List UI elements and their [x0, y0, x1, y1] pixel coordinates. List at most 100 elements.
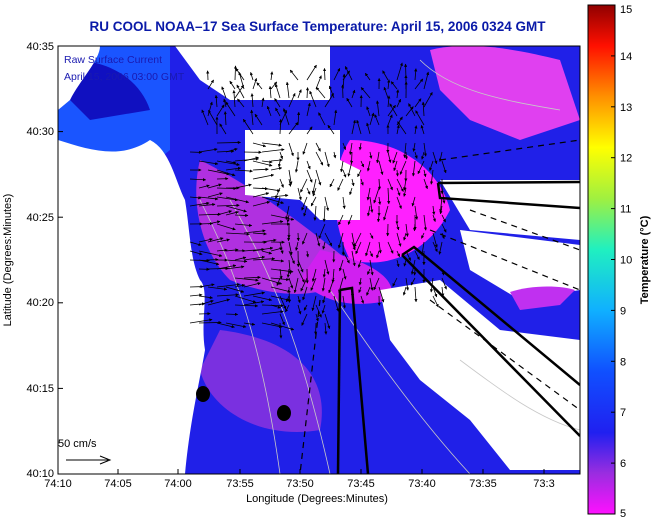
current-vector	[322, 205, 326, 222]
current-vector	[357, 259, 362, 268]
current-vector	[420, 124, 425, 135]
current-vector	[369, 259, 374, 276]
current-vector	[252, 257, 276, 261]
current-vector	[393, 160, 398, 172]
current-vector	[305, 250, 310, 258]
current-vector	[225, 101, 236, 117]
current-vector	[287, 232, 291, 242]
current-vector	[216, 283, 240, 288]
current-vector	[421, 151, 425, 160]
current-vector	[234, 256, 247, 261]
current-vector	[275, 107, 281, 117]
current-vector	[234, 277, 259, 282]
current-vector	[207, 220, 221, 225]
current-vector	[207, 258, 219, 262]
channel-line	[401, 254, 580, 437]
current-vector	[216, 140, 241, 145]
current-vector	[333, 68, 341, 81]
current-vector	[441, 223, 447, 233]
current-vector	[279, 151, 284, 160]
current-vector	[252, 246, 274, 252]
current-vector	[324, 259, 330, 275]
current-vector	[329, 178, 335, 188]
current-vector	[270, 166, 283, 171]
current-vector	[324, 151, 330, 168]
current-vector	[270, 286, 291, 293]
current-vector	[198, 250, 223, 257]
current-vector	[302, 232, 308, 245]
colorbar: 15 14 13 12 11 10 9 8 7 6 5 Temperature (°C)	[587, 4, 651, 519]
colorbar-tick-label: 10	[620, 255, 632, 267]
current-vector	[429, 160, 434, 171]
current-vector	[355, 241, 362, 255]
current-vector	[261, 187, 281, 192]
current-vector	[297, 259, 304, 273]
current-vector	[189, 178, 207, 182]
current-vector	[285, 295, 290, 303]
current-vector	[397, 121, 407, 135]
current-vector	[324, 313, 331, 330]
current-vector	[189, 293, 203, 297]
current-vector	[243, 291, 266, 297]
current-vector	[396, 124, 400, 135]
y-tick-label: 40:20	[26, 297, 54, 309]
current-vector	[270, 259, 285, 263]
current-vector	[261, 97, 265, 108]
current-vector	[441, 214, 446, 223]
current-vector	[373, 187, 380, 204]
current-vector	[432, 295, 439, 308]
depth-contour	[229, 199, 331, 474]
current-vector	[366, 286, 371, 296]
current-vector	[216, 322, 235, 329]
current-vector	[403, 259, 407, 267]
current-vector	[324, 93, 334, 108]
x-axis-label: Longitude (Degrees:Minutes)	[246, 493, 388, 505]
current-vector	[225, 205, 247, 213]
y-tick-label: 40:25	[26, 212, 54, 224]
current-vector	[328, 85, 335, 99]
x-axis: 74:10 74:05 74:00 73:55 73:50 73:45 73:4…	[44, 469, 555, 490]
current-vector	[276, 277, 281, 286]
current-vector	[198, 238, 213, 243]
current-vector	[243, 255, 266, 261]
current-vector	[234, 295, 257, 304]
current-vector	[378, 241, 382, 254]
current-vector	[288, 92, 296, 108]
current-vector	[365, 241, 371, 257]
current-vector	[223, 111, 227, 126]
current-vector	[305, 87, 310, 99]
current-vector	[414, 205, 419, 220]
current-vector	[221, 86, 227, 99]
current-vector	[288, 250, 295, 265]
current-vector	[360, 178, 364, 186]
channel-line	[401, 245, 580, 386]
current-vector	[403, 187, 407, 197]
current-vector	[225, 265, 245, 270]
current-vector	[261, 160, 273, 164]
current-vector	[201, 109, 209, 126]
current-vector	[252, 192, 270, 198]
current-vector	[356, 119, 362, 135]
current-vector	[242, 118, 254, 135]
current-vector	[254, 113, 263, 126]
current-vector	[274, 98, 281, 108]
current-vector	[302, 142, 308, 155]
current-vector	[432, 205, 436, 215]
current-vector	[413, 223, 417, 232]
current-vector	[338, 259, 344, 272]
current-vector	[414, 125, 418, 135]
current-vector	[261, 196, 285, 205]
current-vector	[387, 79, 391, 90]
current-vector	[390, 81, 398, 90]
current-vector	[387, 104, 396, 117]
current-vector	[250, 93, 254, 108]
current-vector	[344, 66, 353, 81]
current-vector	[234, 84, 244, 99]
colorbar-tick-label: 14	[620, 51, 632, 63]
current-vector	[423, 178, 428, 190]
current-vector	[288, 259, 292, 275]
current-vector	[189, 241, 202, 247]
current-vector	[383, 205, 389, 221]
current-vector	[360, 87, 371, 99]
